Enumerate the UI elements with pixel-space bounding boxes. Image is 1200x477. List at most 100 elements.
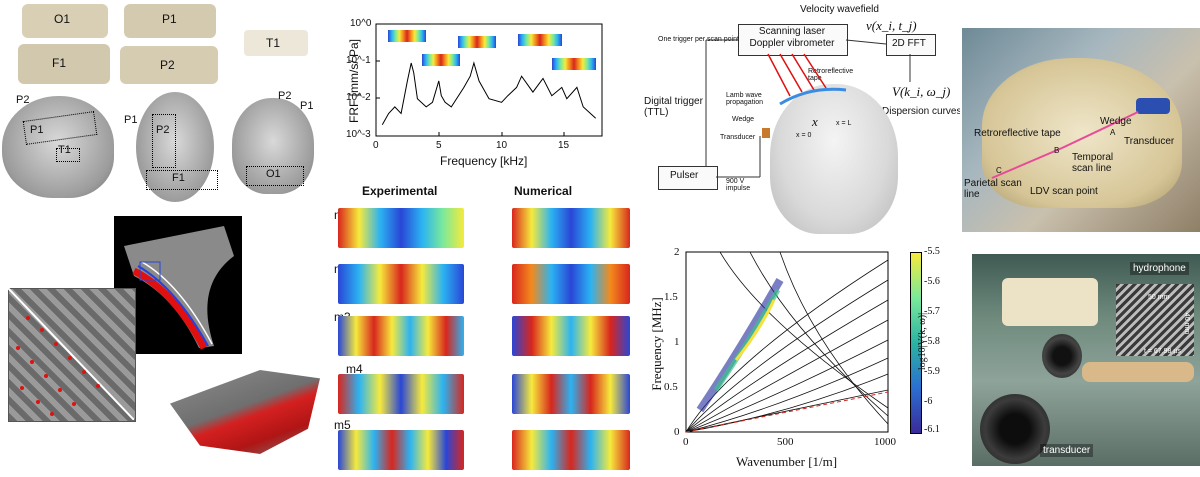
photo-retro: Retroreflective tape bbox=[974, 128, 1061, 139]
cbar-tick-2: -5.7 bbox=[924, 306, 940, 317]
x-axis-label: x bbox=[812, 114, 818, 129]
xL-label: x = L bbox=[836, 120, 852, 127]
region-box-p2-mid bbox=[152, 114, 176, 168]
disp-xtick-1: 500 bbox=[777, 436, 794, 448]
mode-exp-m4 bbox=[338, 374, 464, 414]
frf-ytick-0: 10^0 bbox=[350, 18, 372, 29]
region-label-p2-mid: P2 bbox=[156, 124, 170, 136]
dispersion-label: Dispersion curves bbox=[882, 106, 960, 117]
region-label-p2-left: P2 bbox=[16, 94, 30, 106]
wedge-label: Wedge bbox=[732, 116, 755, 123]
frf-xtick-3: 15 bbox=[558, 140, 570, 151]
photo-inset bbox=[1116, 284, 1194, 356]
cbar-label: log10|V(k, ω)| bbox=[917, 312, 929, 371]
photo-skull-setup: Wedge Retroreflective tape Transducer Te… bbox=[962, 28, 1200, 232]
photo-cylinder-2 bbox=[980, 394, 1050, 464]
mode-shapes-panel: Experimental Numerical m1 m2 m3 m4 m5 bbox=[330, 178, 640, 477]
mode-label-m5: m5 bbox=[334, 418, 351, 432]
frf-mode-thumb-2 bbox=[422, 54, 460, 66]
frf-mode-thumb-1 bbox=[388, 30, 426, 42]
microct-panel bbox=[0, 210, 330, 477]
impulse-label: 900 V impulse bbox=[726, 178, 751, 192]
photo-ldv: LDV scan point bbox=[1030, 186, 1098, 197]
region-box-t1-left bbox=[56, 148, 80, 162]
piece-p2-label: P2 bbox=[160, 58, 175, 72]
scale-50mm: 50 mm bbox=[1148, 294, 1170, 301]
frf-series-line bbox=[381, 61, 597, 126]
disp-xlabel: Wavenumber [1/m] bbox=[736, 454, 838, 469]
disp-ytick-1: 0.5 bbox=[664, 381, 678, 393]
region-label-o1-right: O1 bbox=[266, 168, 281, 180]
x0-label: x = 0 bbox=[796, 132, 812, 139]
photo-transducer-label: Transducer bbox=[1124, 136, 1175, 147]
disp-ytick-2: 1 bbox=[674, 336, 680, 348]
cbar-tick-5: -6 bbox=[924, 396, 933, 407]
cbar-tick-0: -5.5 bbox=[924, 246, 940, 257]
pulser-label: Pulser bbox=[670, 170, 699, 181]
disp-xtick-2: 1000 bbox=[874, 436, 896, 448]
tape-label: Retroreflective tape bbox=[808, 68, 854, 82]
photo-hydrophone-setup: hydrophone transducer 50 mm 40 mm t = 67… bbox=[972, 254, 1200, 466]
frf-mode-thumb-5 bbox=[552, 58, 596, 70]
frf-mode-thumb-3 bbox=[458, 36, 496, 48]
fft-label: 2D FFT bbox=[892, 38, 926, 49]
frf-ytick-2: 10^-2 bbox=[346, 92, 371, 103]
photo-scan-line bbox=[991, 111, 1139, 179]
V-label: V(k_i, ω_j) bbox=[892, 84, 951, 99]
col-experimental: Experimental bbox=[362, 184, 438, 198]
piece-o1-label: O1 bbox=[54, 12, 71, 26]
transducer-label-photo: transducer bbox=[1040, 444, 1094, 457]
photo-transducer bbox=[1136, 98, 1170, 114]
region-box-o1-right bbox=[246, 166, 304, 186]
cbar-tick-3: -5.8 bbox=[924, 336, 940, 347]
photo-sample bbox=[1002, 278, 1098, 326]
region-box-f1-mid bbox=[146, 170, 218, 190]
frf-ytick-3: 10^-3 bbox=[346, 129, 371, 140]
digital-trigger-label: Digital trigger (TTL) bbox=[644, 96, 703, 118]
frf-ytick-1: 10^-1 bbox=[346, 55, 371, 66]
photo-point-b: B bbox=[1054, 146, 1060, 155]
mode-exp-m2 bbox=[338, 264, 464, 304]
piece-p1-label: P1 bbox=[162, 12, 177, 26]
region-label-p2-right: P2 bbox=[278, 90, 292, 102]
frf-mode-thumb-4 bbox=[518, 34, 562, 46]
col-numerical: Numerical bbox=[514, 184, 573, 198]
trigger-note: One trigger per scan point bbox=[658, 36, 739, 43]
mode-num-m1 bbox=[512, 208, 630, 248]
piece-p2 bbox=[120, 46, 218, 84]
region-label-p1-right: P1 bbox=[300, 100, 314, 112]
frf-xtick-2: 10 bbox=[496, 140, 508, 151]
piece-t1 bbox=[244, 30, 308, 56]
piece-f1-label: F1 bbox=[52, 56, 67, 70]
region-label-f1-mid: F1 bbox=[172, 172, 185, 184]
frf-xtick-1: 5 bbox=[436, 140, 442, 151]
cbar-tick-4: -5.9 bbox=[924, 366, 940, 377]
setup-v-label: v(x_i, t_j) bbox=[866, 18, 917, 33]
dispersion-plot-panel: 0 0.5 1 1.5 2 0 500 1000 Wavenumber [1/m… bbox=[640, 240, 962, 477]
ct-zoom-overlay bbox=[8, 288, 134, 420]
mode-num-m3 bbox=[512, 316, 630, 356]
skull-samples-panel: O1 P1 F1 P2 T1 P2 P1 T1 P1 P2 F1 P2 P1 O… bbox=[0, 0, 320, 205]
frf-plot-panel: 10^0 10^-1 10^-2 10^-3 0 5 10 15 Frequen… bbox=[330, 0, 610, 175]
photo-point-a: A bbox=[1110, 128, 1116, 137]
disp-ytick-3: 1.5 bbox=[664, 291, 678, 303]
transducer-label: Transducer bbox=[720, 134, 756, 141]
piece-f1 bbox=[18, 44, 110, 84]
setup-diagram-panel: Velocity wavefield v(x_i, t_j) Scanning … bbox=[640, 0, 960, 240]
photo-parietal: Parietal scan line bbox=[964, 178, 1022, 200]
photo-bone-strip bbox=[1082, 362, 1194, 382]
piece-t1-label: T1 bbox=[266, 36, 281, 50]
piece-o1 bbox=[22, 4, 108, 38]
skull-render-back bbox=[232, 98, 314, 194]
mode-num-m2 bbox=[512, 264, 630, 304]
disp-ytick-4: 2 bbox=[674, 246, 680, 258]
cbar-tick-1: -5.6 bbox=[924, 276, 940, 287]
photo-point-c: C bbox=[996, 166, 1002, 175]
disp-ylabel: Frequency [MHz] bbox=[648, 297, 664, 391]
photo-temporal: Temporal scan line bbox=[1072, 152, 1114, 174]
colorbar bbox=[910, 252, 922, 434]
disp-ytick-0: 0 bbox=[674, 426, 680, 438]
mode-exp-m3 bbox=[338, 316, 464, 356]
mode-exp-m5 bbox=[338, 430, 464, 470]
ct-bone-band bbox=[124, 226, 234, 350]
